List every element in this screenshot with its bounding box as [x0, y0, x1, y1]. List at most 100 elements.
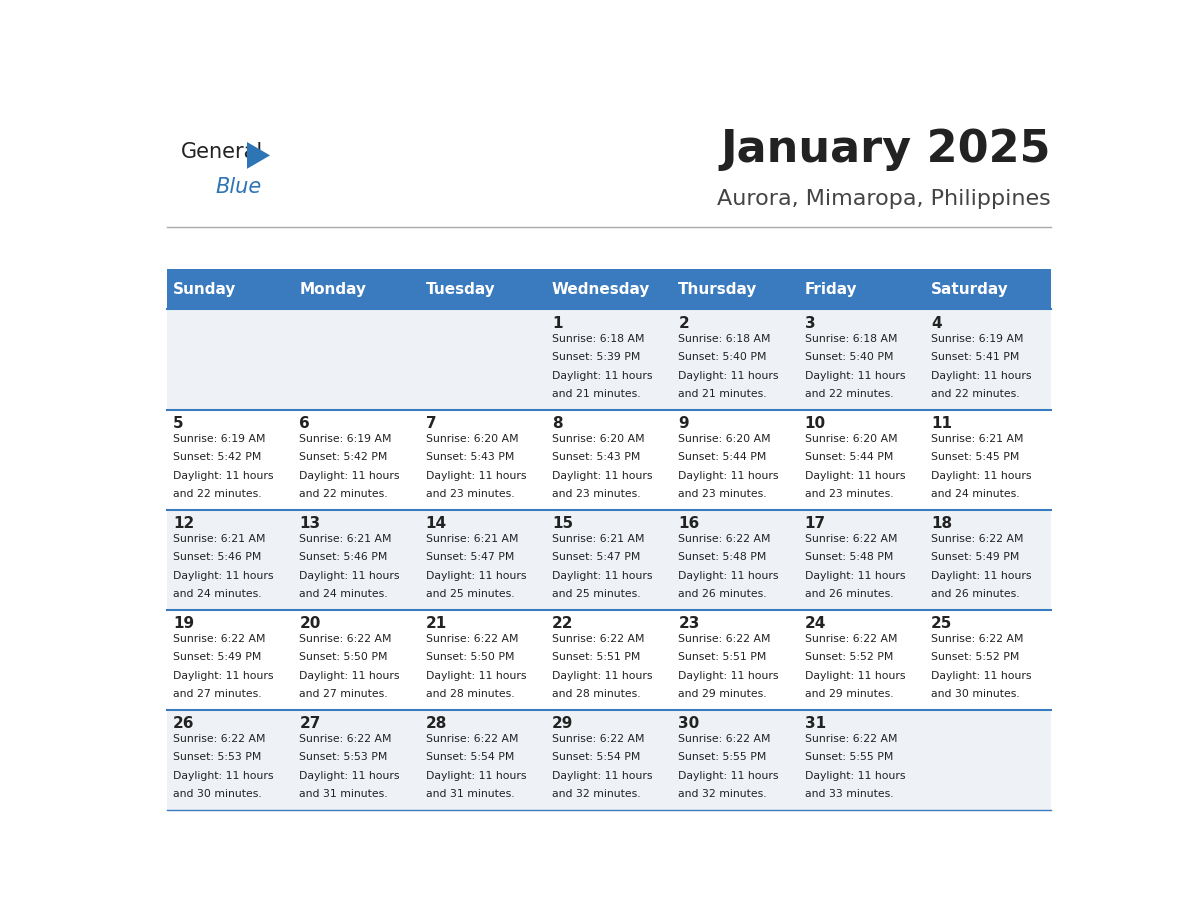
- Text: Daylight: 11 hours: Daylight: 11 hours: [552, 771, 652, 781]
- Text: Sunrise: 6:22 AM: Sunrise: 6:22 AM: [678, 733, 771, 744]
- Text: 11: 11: [931, 416, 952, 431]
- Text: 25: 25: [931, 616, 953, 631]
- Text: Daylight: 11 hours: Daylight: 11 hours: [804, 671, 905, 681]
- Text: Sunset: 5:39 PM: Sunset: 5:39 PM: [552, 352, 640, 362]
- Text: and 30 minutes.: and 30 minutes.: [173, 789, 263, 800]
- Text: Sunset: 5:43 PM: Sunset: 5:43 PM: [552, 453, 640, 462]
- Text: 8: 8: [552, 416, 563, 431]
- Text: Sunset: 5:40 PM: Sunset: 5:40 PM: [678, 352, 766, 362]
- Text: 10: 10: [804, 416, 826, 431]
- Text: Sunrise: 6:22 AM: Sunrise: 6:22 AM: [804, 533, 897, 543]
- Text: Daylight: 11 hours: Daylight: 11 hours: [678, 771, 779, 781]
- Bar: [798, 269, 924, 309]
- Text: Sunrise: 6:21 AM: Sunrise: 6:21 AM: [552, 533, 645, 543]
- Text: and 23 minutes.: and 23 minutes.: [804, 489, 893, 499]
- Text: Daylight: 11 hours: Daylight: 11 hours: [299, 471, 400, 481]
- Text: 12: 12: [173, 516, 195, 531]
- Bar: [166, 269, 293, 309]
- Text: Sunset: 5:53 PM: Sunset: 5:53 PM: [173, 753, 261, 762]
- Text: Sunset: 5:53 PM: Sunset: 5:53 PM: [299, 753, 387, 762]
- Text: Sunrise: 6:22 AM: Sunrise: 6:22 AM: [552, 633, 645, 644]
- Text: Sunrise: 6:18 AM: Sunrise: 6:18 AM: [678, 333, 771, 343]
- Text: Tuesday: Tuesday: [425, 282, 495, 297]
- Text: and 26 minutes.: and 26 minutes.: [804, 589, 893, 599]
- Text: 26: 26: [173, 716, 195, 731]
- Text: Sunset: 5:44 PM: Sunset: 5:44 PM: [804, 453, 893, 462]
- Text: and 31 minutes.: and 31 minutes.: [299, 789, 388, 800]
- Text: 20: 20: [299, 616, 321, 631]
- Text: 23: 23: [678, 616, 700, 631]
- Text: and 21 minutes.: and 21 minutes.: [678, 389, 767, 399]
- Text: Sunrise: 6:22 AM: Sunrise: 6:22 AM: [931, 533, 1023, 543]
- Text: Aurora, Mimaropa, Philippines: Aurora, Mimaropa, Philippines: [718, 188, 1051, 208]
- Text: Sunrise: 6:22 AM: Sunrise: 6:22 AM: [299, 633, 392, 644]
- Text: Sunrise: 6:22 AM: Sunrise: 6:22 AM: [425, 733, 518, 744]
- Text: Daylight: 11 hours: Daylight: 11 hours: [552, 471, 652, 481]
- Bar: [293, 269, 419, 309]
- Text: Sunset: 5:55 PM: Sunset: 5:55 PM: [678, 753, 766, 762]
- Text: and 22 minutes.: and 22 minutes.: [804, 389, 893, 399]
- Text: and 24 minutes.: and 24 minutes.: [299, 589, 388, 599]
- Text: and 31 minutes.: and 31 minutes.: [425, 789, 514, 800]
- Text: Daylight: 11 hours: Daylight: 11 hours: [931, 671, 1031, 681]
- Text: Sunrise: 6:19 AM: Sunrise: 6:19 AM: [299, 433, 392, 443]
- Text: Daylight: 11 hours: Daylight: 11 hours: [678, 571, 779, 581]
- Text: Sunset: 5:54 PM: Sunset: 5:54 PM: [552, 753, 640, 762]
- Text: Sunset: 5:52 PM: Sunset: 5:52 PM: [804, 653, 893, 662]
- Text: Daylight: 11 hours: Daylight: 11 hours: [173, 471, 273, 481]
- Text: 15: 15: [552, 516, 573, 531]
- Text: Daylight: 11 hours: Daylight: 11 hours: [931, 371, 1031, 381]
- Bar: [166, 309, 1051, 409]
- Text: General: General: [181, 142, 263, 162]
- Text: 21: 21: [425, 616, 447, 631]
- Text: Sunset: 5:48 PM: Sunset: 5:48 PM: [804, 553, 893, 562]
- Text: 13: 13: [299, 516, 321, 531]
- Text: Sunset: 5:50 PM: Sunset: 5:50 PM: [425, 653, 514, 662]
- Text: Daylight: 11 hours: Daylight: 11 hours: [173, 771, 273, 781]
- Text: 4: 4: [931, 316, 941, 330]
- Text: Sunset: 5:44 PM: Sunset: 5:44 PM: [678, 453, 766, 462]
- Text: Sunset: 5:46 PM: Sunset: 5:46 PM: [299, 553, 387, 562]
- Text: and 22 minutes.: and 22 minutes.: [173, 489, 261, 499]
- Text: 18: 18: [931, 516, 952, 531]
- Bar: [672, 269, 798, 309]
- Text: Sunrise: 6:18 AM: Sunrise: 6:18 AM: [804, 333, 897, 343]
- Text: January 2025: January 2025: [720, 128, 1051, 171]
- Text: and 24 minutes.: and 24 minutes.: [931, 489, 1019, 499]
- Text: Monday: Monday: [299, 282, 366, 297]
- Bar: [419, 269, 545, 309]
- Text: Daylight: 11 hours: Daylight: 11 hours: [425, 471, 526, 481]
- Text: 2: 2: [678, 316, 689, 330]
- Bar: [545, 269, 672, 309]
- Text: Daylight: 11 hours: Daylight: 11 hours: [173, 671, 273, 681]
- Text: and 28 minutes.: and 28 minutes.: [425, 689, 514, 700]
- Text: and 23 minutes.: and 23 minutes.: [678, 489, 767, 499]
- Text: Sunset: 5:45 PM: Sunset: 5:45 PM: [931, 453, 1019, 462]
- Text: Sunset: 5:42 PM: Sunset: 5:42 PM: [299, 453, 387, 462]
- Text: and 23 minutes.: and 23 minutes.: [552, 489, 640, 499]
- Text: Sunset: 5:46 PM: Sunset: 5:46 PM: [173, 553, 261, 562]
- Text: Sunrise: 6:20 AM: Sunrise: 6:20 AM: [804, 433, 897, 443]
- Text: Sunrise: 6:22 AM: Sunrise: 6:22 AM: [678, 533, 771, 543]
- Text: and 25 minutes.: and 25 minutes.: [552, 589, 640, 599]
- Text: Sunset: 5:48 PM: Sunset: 5:48 PM: [678, 553, 766, 562]
- Text: 19: 19: [173, 616, 195, 631]
- Text: Sunrise: 6:21 AM: Sunrise: 6:21 AM: [299, 533, 392, 543]
- Text: Daylight: 11 hours: Daylight: 11 hours: [931, 571, 1031, 581]
- Text: 17: 17: [804, 516, 826, 531]
- Text: and 27 minutes.: and 27 minutes.: [173, 689, 261, 700]
- Text: 1: 1: [552, 316, 563, 330]
- Text: Sunset: 5:51 PM: Sunset: 5:51 PM: [552, 653, 640, 662]
- Text: Daylight: 11 hours: Daylight: 11 hours: [552, 671, 652, 681]
- Text: Daylight: 11 hours: Daylight: 11 hours: [425, 771, 526, 781]
- Text: Sunrise: 6:20 AM: Sunrise: 6:20 AM: [552, 433, 645, 443]
- Text: and 26 minutes.: and 26 minutes.: [931, 589, 1019, 599]
- Text: Daylight: 11 hours: Daylight: 11 hours: [299, 571, 400, 581]
- Text: 24: 24: [804, 616, 826, 631]
- Text: and 32 minutes.: and 32 minutes.: [552, 789, 640, 800]
- Text: Blue: Blue: [216, 177, 263, 197]
- Text: Sunrise: 6:19 AM: Sunrise: 6:19 AM: [173, 433, 266, 443]
- Text: 7: 7: [425, 416, 436, 431]
- Text: Sunset: 5:43 PM: Sunset: 5:43 PM: [425, 453, 514, 462]
- Text: 3: 3: [804, 316, 815, 330]
